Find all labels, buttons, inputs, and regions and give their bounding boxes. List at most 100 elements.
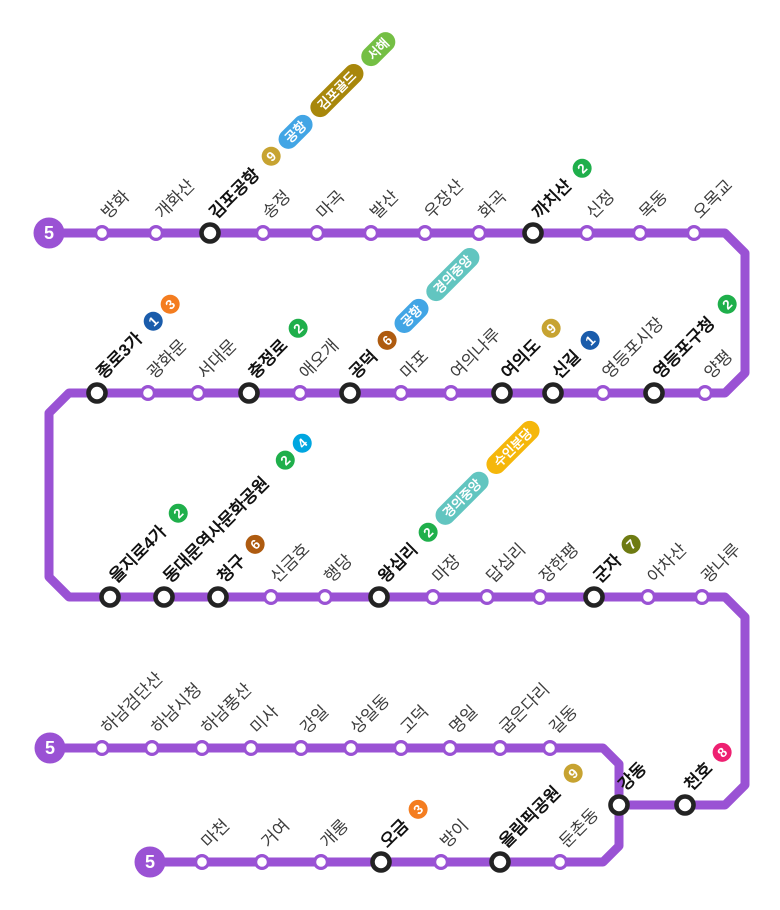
station-marker[interactable] xyxy=(292,739,310,757)
station-label: 김포공항 xyxy=(205,164,264,223)
station-marker[interactable] xyxy=(254,224,272,242)
gyeongui-jungang-badge xyxy=(426,248,480,302)
station-marker[interactable] xyxy=(416,224,434,242)
transfer-station-marker[interactable] xyxy=(238,382,260,404)
transfer-station-marker[interactable] xyxy=(522,222,544,244)
station-marker[interactable] xyxy=(441,739,459,757)
station-marker[interactable] xyxy=(442,384,460,402)
station-label: 천호 xyxy=(681,759,717,795)
station-label-group: 서대문 xyxy=(194,336,241,383)
station[interactable]: 미사 xyxy=(242,702,283,757)
station-marker[interactable] xyxy=(139,384,157,402)
station-marker[interactable] xyxy=(316,588,334,606)
station-marker[interactable] xyxy=(432,853,450,871)
station-marker[interactable] xyxy=(143,739,161,757)
station-label: 왕십리 xyxy=(375,540,422,587)
station-marker[interactable] xyxy=(93,739,111,757)
station-marker[interactable] xyxy=(193,739,211,757)
line-3-badge xyxy=(408,799,428,819)
station-label-group: 하남풍산 xyxy=(198,679,256,737)
station-marker[interactable] xyxy=(693,588,711,606)
station-marker[interactable] xyxy=(362,224,380,242)
station-label: 종로3가 xyxy=(93,329,147,383)
station-label: 송정 xyxy=(259,187,295,223)
transfer-station-marker[interactable] xyxy=(491,382,513,404)
station-label-group: 화곡 xyxy=(475,187,511,223)
station-label: 발산 xyxy=(367,187,403,223)
station-marker[interactable] xyxy=(594,384,612,402)
station-label-group: 마포 xyxy=(397,347,433,383)
transfer-station-marker[interactable] xyxy=(583,586,605,608)
station-marker[interactable] xyxy=(696,384,714,402)
station-label: 충정로 xyxy=(245,336,292,383)
station-marker[interactable] xyxy=(312,853,330,871)
line-2-badge xyxy=(717,294,737,314)
transfer-station-marker[interactable] xyxy=(99,586,121,608)
station-label: 방화 xyxy=(98,187,134,223)
station-label: 신길 xyxy=(549,347,585,383)
station-marker[interactable] xyxy=(639,588,657,606)
station-marker[interactable] xyxy=(193,853,211,871)
station-label: 청구 xyxy=(213,550,250,587)
station-marker[interactable] xyxy=(147,224,165,242)
station-label-group: 오금3 xyxy=(377,799,428,851)
station-marker[interactable] xyxy=(342,739,360,757)
transfer-station-marker[interactable] xyxy=(489,851,511,873)
station-label-group: 신정 xyxy=(583,187,619,223)
transfer-station-marker[interactable] xyxy=(542,382,564,404)
station-label: 강일 xyxy=(297,702,333,738)
station-label-group: 미사 xyxy=(247,702,283,738)
transfer-station-marker[interactable] xyxy=(153,586,175,608)
transfer-station-marker[interactable] xyxy=(368,586,390,608)
station-marker[interactable] xyxy=(531,588,549,606)
station-marker[interactable] xyxy=(242,739,260,757)
station-label: 오목교 xyxy=(690,176,737,223)
station-label-group: 광화문 xyxy=(144,336,191,383)
line-2-badge xyxy=(288,318,308,338)
station-marker[interactable] xyxy=(470,224,488,242)
station-marker[interactable] xyxy=(392,384,410,402)
station-label-group: 장한평 xyxy=(536,540,583,587)
transfer-station-marker[interactable] xyxy=(339,382,361,404)
station-label: 신정 xyxy=(583,187,619,223)
transfer-station-marker[interactable] xyxy=(674,794,696,816)
station-label: 굽은다리 xyxy=(496,680,554,738)
transfer-station-marker[interactable] xyxy=(207,586,229,608)
station-marker[interactable] xyxy=(551,853,569,871)
line-1-badge xyxy=(143,311,163,331)
station-marker[interactable] xyxy=(308,224,326,242)
line-9-badge xyxy=(541,318,561,338)
station-label-group: 군자7 xyxy=(590,534,641,586)
station-label-group: 둔촌동 xyxy=(556,805,603,852)
line-7-badge xyxy=(621,534,641,554)
station-marker[interactable] xyxy=(392,739,410,757)
station-marker[interactable] xyxy=(541,739,559,757)
station-marker[interactable] xyxy=(478,588,496,606)
station-marker[interactable] xyxy=(291,384,309,402)
station-marker[interactable] xyxy=(189,384,207,402)
station-label-group: 개화산 xyxy=(152,176,199,223)
station-label: 하남풍산 xyxy=(198,679,256,737)
station-marker[interactable] xyxy=(253,853,271,871)
transfer-station-marker[interactable] xyxy=(86,382,108,404)
suin-bundang-badge xyxy=(486,420,540,475)
station-label-group: 발산 xyxy=(367,187,403,223)
station-marker[interactable] xyxy=(424,588,442,606)
line-2-badge xyxy=(275,450,295,470)
station-marker[interactable] xyxy=(93,224,111,242)
station-marker[interactable] xyxy=(685,224,703,242)
station-label-group: 천호8 xyxy=(681,742,732,795)
station-marker[interactable] xyxy=(578,224,596,242)
station-marker[interactable] xyxy=(631,224,649,242)
station-marker[interactable] xyxy=(262,588,280,606)
transfer-station-marker[interactable] xyxy=(608,794,630,816)
station-label: 둔촌동 xyxy=(556,805,603,852)
station-marker[interactable] xyxy=(491,739,509,757)
transfer-station-marker[interactable] xyxy=(643,382,665,404)
transfer-station-marker[interactable] xyxy=(199,222,221,244)
transfer-station-marker[interactable] xyxy=(370,851,392,873)
